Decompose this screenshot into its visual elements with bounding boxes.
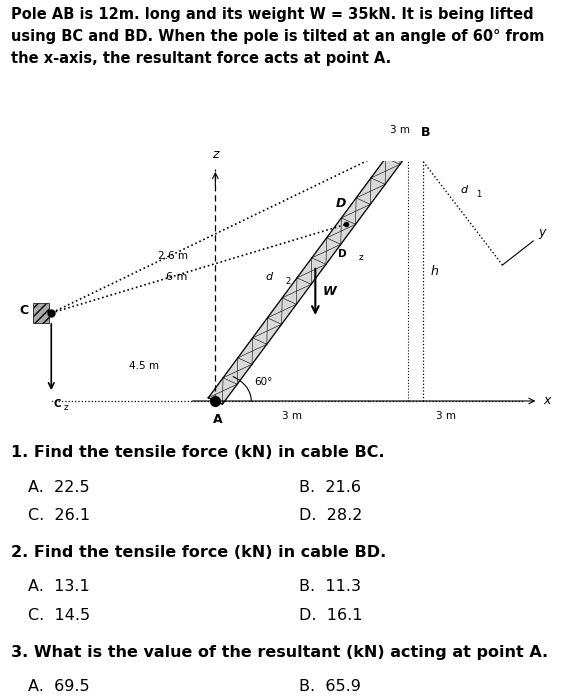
Text: 2.6 m: 2.6 m — [158, 251, 188, 260]
Text: y: y — [539, 226, 546, 239]
Text: A.  69.5: A. 69.5 — [28, 679, 90, 694]
Text: z: z — [212, 148, 219, 161]
Text: x: x — [544, 395, 551, 407]
Text: 1: 1 — [477, 190, 482, 199]
Text: Pole AB is 12m. long and its weight W = 35kN. It is being lifted
using BC and BD: Pole AB is 12m. long and its weight W = … — [11, 7, 545, 66]
Text: d: d — [266, 272, 272, 282]
Text: 2: 2 — [285, 277, 290, 286]
Text: C: C — [19, 304, 28, 318]
Text: W: W — [323, 286, 337, 298]
Text: 3 m: 3 m — [282, 411, 302, 421]
Text: 2. Find the tensile force (kN) in cable BD.: 2. Find the tensile force (kN) in cable … — [11, 545, 386, 560]
Text: D.  16.1: D. 16.1 — [299, 608, 362, 623]
Text: 60°: 60° — [254, 377, 272, 387]
Text: 3 m: 3 m — [390, 125, 410, 135]
Text: B.  65.9: B. 65.9 — [299, 679, 360, 694]
Text: A.  22.5: A. 22.5 — [28, 480, 90, 494]
Text: A.  13.1: A. 13.1 — [28, 580, 90, 594]
Text: 1. Find the tensile force (kN) in cable BC.: 1. Find the tensile force (kN) in cable … — [11, 445, 385, 461]
Text: C.  26.1: C. 26.1 — [28, 508, 90, 524]
FancyBboxPatch shape — [33, 303, 49, 323]
Text: z: z — [64, 403, 69, 412]
Text: 4.5 m: 4.5 m — [129, 361, 158, 371]
Text: 6 m: 6 m — [166, 272, 187, 282]
Text: B: B — [420, 126, 430, 139]
Text: d: d — [460, 185, 468, 195]
Text: 3. What is the value of the resultant (kN) acting at point A.: 3. What is the value of the resultant (k… — [11, 645, 548, 660]
Text: D: D — [338, 249, 347, 259]
Text: D.  28.2: D. 28.2 — [299, 508, 362, 524]
Text: D: D — [336, 197, 346, 210]
Text: B.  21.6: B. 21.6 — [299, 480, 361, 494]
Text: h: h — [431, 265, 439, 278]
Text: z: z — [359, 253, 364, 262]
Text: B.  11.3: B. 11.3 — [299, 580, 361, 594]
Text: A: A — [213, 413, 223, 426]
Text: 3 m: 3 m — [436, 411, 456, 421]
Polygon shape — [208, 138, 415, 404]
Text: C.  14.5: C. 14.5 — [28, 608, 90, 623]
Text: C: C — [54, 399, 61, 409]
